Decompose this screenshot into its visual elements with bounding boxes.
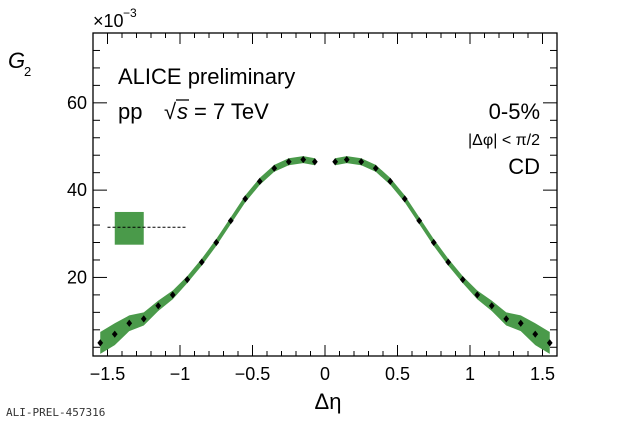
data-point-2: [126, 319, 133, 327]
sqrt-variable: s: [177, 99, 188, 124]
y-multiplier-label: ×10: [93, 11, 124, 31]
data-point-8: [213, 238, 220, 247]
data-point-9: [227, 217, 234, 225]
systematic-box: [114, 211, 144, 245]
experiment-label: ALICE preliminary: [118, 64, 295, 89]
data-point-31: [546, 339, 553, 347]
axes-layer: −1.5 −1 −0.5 0 0.5 1 1.5 20 40 60: [67, 32, 558, 384]
uncertainty-band-0: [100, 156, 315, 354]
data-point-27: [488, 302, 495, 310]
data-point-24: [445, 258, 452, 266]
y-tick-label-0: 20: [67, 267, 87, 287]
data-point-11: [256, 177, 263, 186]
data-point-18: [358, 158, 365, 166]
data-point-4: [155, 302, 162, 310]
data-point-16: [332, 158, 339, 166]
data-point-12: [271, 164, 278, 172]
data-point-25: [459, 276, 466, 284]
data-point-22: [416, 217, 423, 225]
data-point-15: [311, 158, 318, 166]
marker-layer: [97, 155, 553, 347]
x-tick-label-4: 0.5: [385, 364, 410, 384]
y-tick-label-1: 40: [67, 180, 87, 200]
data-point-29: [517, 319, 524, 327]
data-point-17: [343, 155, 350, 164]
x-tick-label-0: −1.5: [90, 364, 126, 384]
y-tick-label-2: 60: [67, 93, 87, 113]
data-point-14: [300, 155, 307, 164]
band-layer: [100, 156, 550, 354]
data-point-0: [97, 339, 104, 347]
data-point-26: [474, 291, 481, 299]
credit-label: ALI-PREL-457316: [6, 406, 105, 419]
x-axis-label: Δη: [315, 389, 342, 414]
x-tick-label-2: −0.5: [235, 364, 271, 384]
data-point-20: [387, 177, 394, 186]
y-axis-label-subscript: 2: [24, 64, 31, 79]
data-point-21: [401, 195, 408, 203]
data-point-19: [372, 164, 379, 172]
data-point-13: [285, 158, 292, 166]
x-tick-label-6: 1.5: [530, 364, 555, 384]
centrality-label: 0-5%: [489, 99, 540, 124]
data-point-5: [169, 291, 176, 299]
sqrt-symbol: √: [164, 99, 177, 124]
data-point-6: [184, 276, 191, 284]
y-multiplier-exponent: −3: [123, 6, 137, 20]
data-point-1: [111, 330, 118, 338]
y-axis-label: G: [8, 48, 25, 73]
data-point-7: [198, 258, 205, 266]
uncertainty-band-1: [335, 156, 550, 354]
x-tick-label-5: 1: [465, 364, 475, 384]
data-point-28: [503, 315, 510, 323]
dphi-cut-label: |Δφ| < π/2: [468, 132, 540, 149]
data-point-23: [430, 238, 437, 247]
system-prefix: pp: [118, 99, 142, 124]
cd-label: CD: [508, 154, 540, 179]
data-point-10: [242, 195, 249, 203]
x-tick-label-3: 0: [320, 364, 330, 384]
data-point-30: [532, 330, 539, 338]
x-tick-label-1: −1: [170, 364, 191, 384]
data-point-3: [140, 315, 147, 323]
system-suffix: = 7 TeV: [194, 99, 269, 124]
